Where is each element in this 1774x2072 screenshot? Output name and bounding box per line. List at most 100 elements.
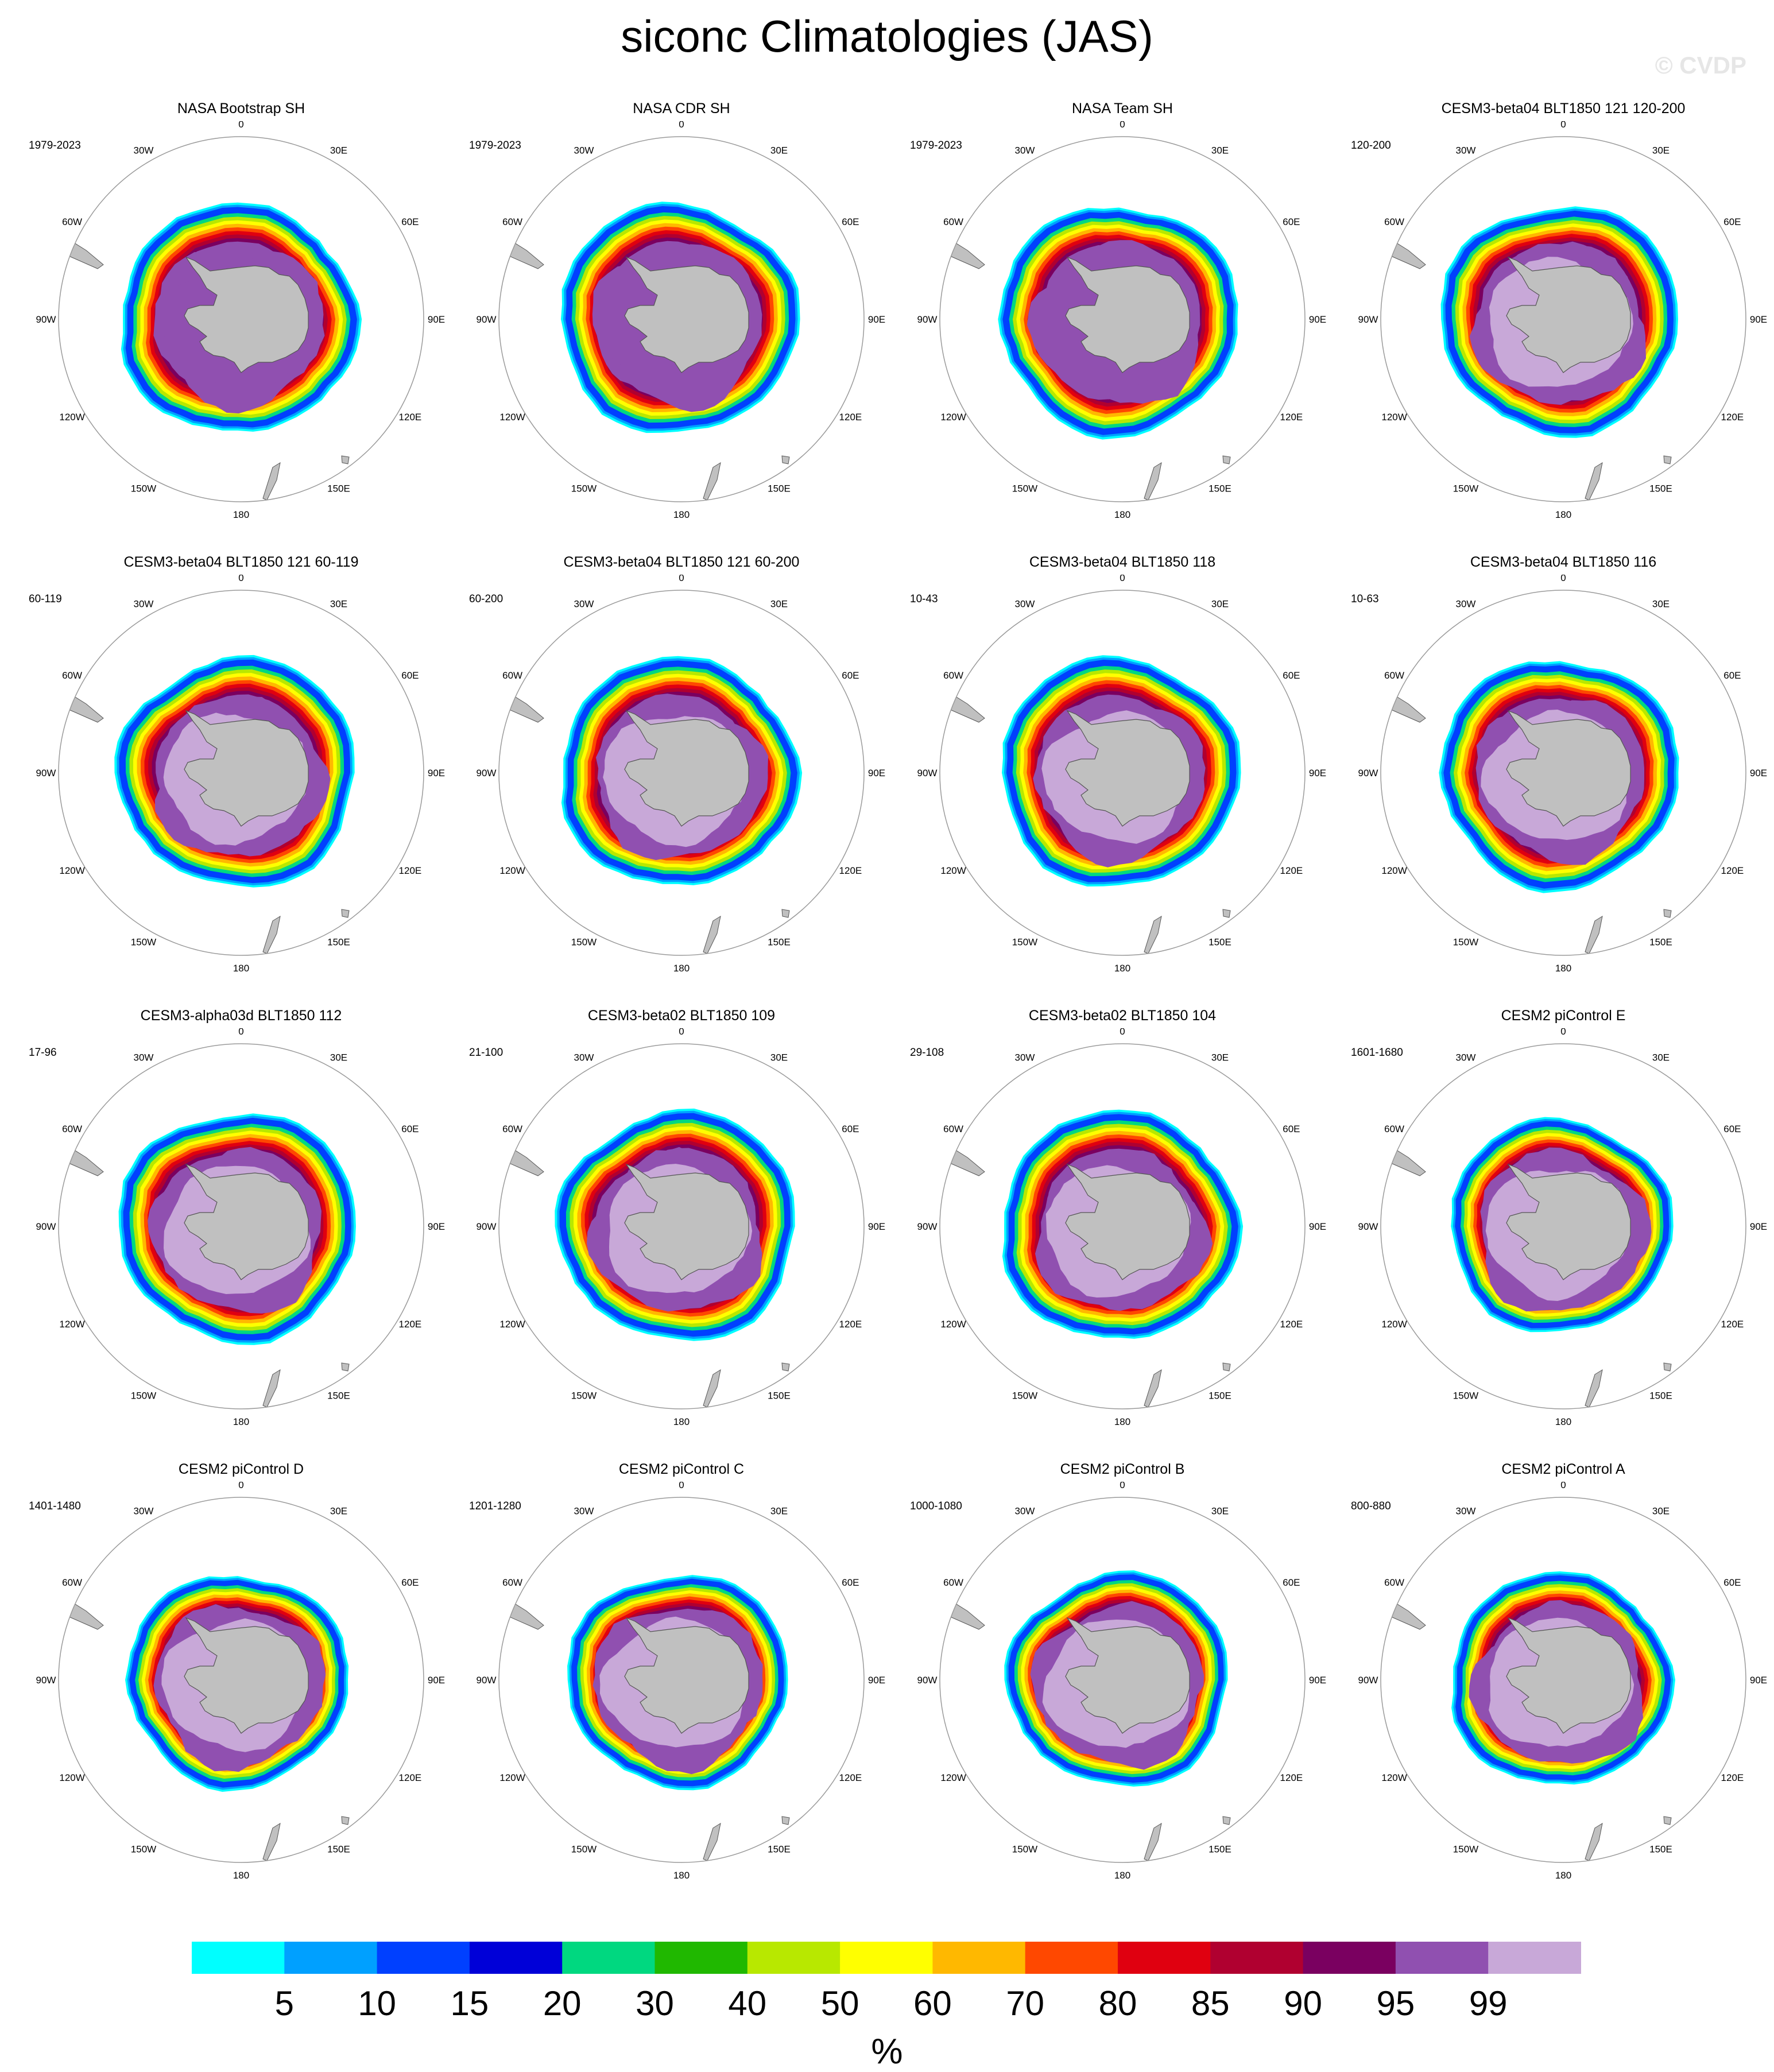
map-boundary [939,1497,1306,1863]
colorbar-swatch [1118,1942,1211,1974]
map-boundary [58,136,424,502]
longitude-label: 90W [1358,1675,1378,1686]
antarctica-landmass [1065,1617,1190,1734]
antarctica-landmass [184,1617,309,1734]
colorbar-tick-label: 15 [451,1984,489,2023]
panel-title: CESM2 piControl A [1501,1461,1625,1477]
map-panel: CESM2 piControl B 1000-1080 0 30E 60E 90E 120E… [910,1461,1335,1903]
longitude-label: 60E [1283,216,1300,227]
panel-years: 60-119 [29,593,62,605]
map-boundary [939,1043,1306,1409]
panel-years: 29-108 [910,1047,944,1059]
longitude-label: 0 [1560,1482,1566,1490]
antarctica-landmass [1065,710,1190,827]
map-boundary [498,590,865,956]
longitude-label: 150E [768,1390,791,1401]
longitude-label: 180 [1555,1416,1571,1427]
longitude-label: 150W [571,483,597,494]
longitude-label: 90W [1358,768,1378,779]
longitude-label: 150W [1012,936,1037,947]
longitude-label: 90E [868,768,885,779]
map-panel: CESM3-beta04 BLT1850 116 10-63 0 30E 60E 90E 1… [1351,554,1774,996]
panel-title: CESM3-beta04 BLT1850 118 [1029,554,1216,570]
longitude-label: 30W [574,599,594,610]
polar-map: 0 30E 60E 90E 120E 150E 180 150W 120W 90W 60W 30W [1358,1028,1768,1427]
longitude-label: 180 [233,963,249,974]
longitude-label: 60E [1723,216,1741,227]
longitude-label: 30E [770,599,788,610]
colorbar-swatch [377,1942,470,1974]
panel-title: CESM2 piControl B [1060,1461,1185,1477]
polar-map: 0 30E 60E 90E 120E 150E 180 150W 120W 90W 60W 30W [917,1028,1327,1427]
panel-years: 1979-2023 [910,140,962,152]
longitude-label: 60W [943,1577,963,1588]
longitude-label: 30W [1015,1506,1035,1517]
longitude-label: 0 [1120,1482,1125,1490]
longitude-label: 90W [917,1675,938,1686]
antarctica-landmass [624,1617,749,1734]
longitude-label: 120E [839,1319,862,1330]
longitude-label: 150W [131,1844,156,1854]
longitude-label: 30W [134,1506,154,1517]
longitude-label: 90E [1750,314,1767,325]
longitude-label: 0 [679,1028,684,1037]
panel-years: 1201-1280 [469,1500,521,1512]
longitude-label: 30W [574,145,594,156]
longitude-label: 120E [399,1772,422,1783]
longitude-label: 30E [330,1052,347,1063]
new-zealand-landmass [703,462,721,501]
longitude-label: 150W [131,1390,156,1401]
tasmania-landmass [781,1816,790,1825]
longitude-label: 60W [502,1124,522,1134]
longitude-label: 90W [477,1221,497,1232]
map-panel: CESM3-beta04 BLT1850 118 10-43 0 30E 60E 90E 1… [910,554,1335,996]
new-zealand-landmass [1144,1369,1162,1408]
antarctica-landmass [184,710,309,827]
longitude-label: 120W [59,1319,84,1330]
longitude-label: 120E [1721,1319,1744,1330]
longitude-label: 60E [1723,670,1741,681]
polar-map: 0 30E 60E 90E 120E 150E 180 150W 120W 90W 60W 30W [1358,575,1768,974]
longitude-label: 150E [1649,936,1672,947]
tasmania-landmass [781,1362,790,1372]
colorbar-tick-label: 10 [358,1984,396,2023]
antarctica-landmass [1506,1617,1631,1734]
polar-map: 0 30E 60E 90E 120E 150E 180 150W 120W 90W 60W 30W [1358,121,1768,520]
panel-years: 800-880 [1351,1500,1391,1512]
panel-years: 120-200 [1351,140,1391,152]
longitude-label: 180 [673,1416,690,1427]
longitude-label: 0 [1120,121,1125,130]
longitude-label: 60W [943,1124,963,1134]
longitude-label: 180 [673,963,690,974]
longitude-label: 150E [327,936,350,947]
longitude-label: 30E [1652,1052,1670,1063]
longitude-label: 150W [1012,1390,1037,1401]
map-panel: CESM2 piControl D 1401-1480 0 30E 60E 90E 120E… [29,1461,454,1903]
polar-map: 0 30E 60E 90E 120E 150E 180 150W 120W 90W 60W 30W [36,575,446,974]
longitude-label: 120W [499,1772,525,1783]
longitude-label: 30W [1456,145,1476,156]
antarctica-landmass [184,1163,309,1280]
longitude-label: 30E [1211,1506,1229,1517]
polar-map: 0 30E 60E 90E 120E 150E 180 150W 120W 90W 60W 30W [477,575,886,974]
map-panel: CESM2 piControl A 800-880 0 30E 60E 90E 120E 15… [1351,1461,1774,1903]
longitude-label: 60W [943,216,963,227]
panel-title: NASA CDR SH [633,100,730,117]
longitude-label: 120W [1381,1772,1407,1783]
longitude-label: 30E [1652,145,1670,156]
longitude-label: 120W [940,1319,966,1330]
longitude-label: 120E [839,1772,862,1783]
panel-years: 60-200 [469,593,503,605]
antarctica-landmass [1506,1163,1631,1280]
new-zealand-landmass [1585,1822,1603,1861]
tasmania-landmass [1663,1816,1672,1825]
new-zealand-landmass [703,1369,721,1408]
panel-title: NASA Bootstrap SH [177,100,305,117]
tasmania-landmass [1222,1362,1231,1372]
longitude-label: 90E [868,314,885,325]
longitude-label: 120E [839,412,862,423]
longitude-label: 120E [839,865,862,876]
longitude-label: 30E [770,145,788,156]
longitude-label: 60W [62,216,82,227]
colorbar-swatch [747,1942,840,1974]
